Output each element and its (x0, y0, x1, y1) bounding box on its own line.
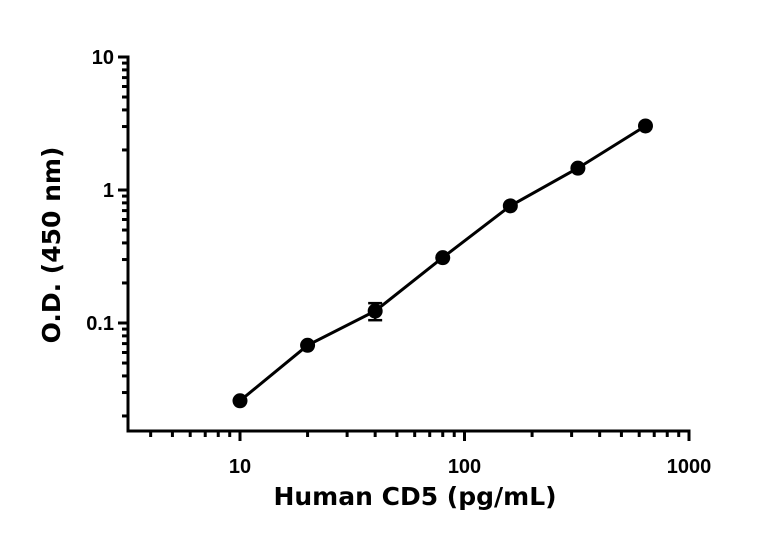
data-point (570, 160, 586, 176)
data-points (232, 118, 653, 409)
data-point (232, 393, 248, 409)
x-axis: 10 100 1000 (126, 429, 712, 478)
y-axis: 0.1 1 10 (86, 47, 130, 433)
data-point (502, 198, 518, 214)
y-axis-title: O.D. (450 nm) (37, 147, 66, 344)
x-axis-title: Human CD5 (pg/mL) (273, 482, 556, 511)
y-tick-label: 1 (103, 180, 114, 202)
data-point (367, 303, 383, 319)
y-tick-label: 0.1 (86, 313, 114, 335)
data-point (435, 250, 451, 266)
y-tick-label: 10 (92, 47, 114, 69)
data-point (300, 337, 316, 353)
data-point (637, 118, 653, 134)
x-tick-label: 100 (448, 456, 481, 478)
x-tick-label: 1000 (667, 456, 712, 478)
x-tick-label: 10 (229, 456, 251, 478)
